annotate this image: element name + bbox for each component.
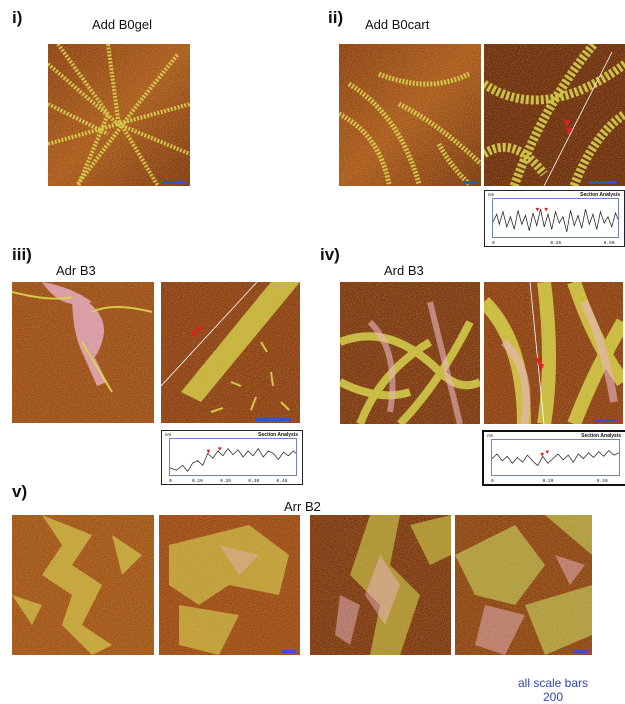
scale-bar: [574, 650, 588, 653]
scale-bar: [463, 181, 477, 184]
scale-bar: [162, 181, 186, 184]
afm-image-iii-zoom: [161, 282, 300, 423]
afm-image-ii-overview: [339, 44, 481, 186]
panel-iv-title: Ard B3: [384, 263, 424, 278]
afm-image-v-2: [159, 515, 300, 655]
section-analysis-iv: nm Section Analysis 0 0.20 0.40: [482, 430, 625, 486]
footnote-line-2: 200: [542, 690, 564, 704]
scale-bar: [282, 650, 296, 653]
section-marker: [564, 120, 570, 128]
panel-i-label: i): [12, 8, 23, 27]
afm-image-iv-zoom: [484, 282, 623, 424]
section-profile: [491, 439, 620, 476]
panel-i-title: Add B0gel: [92, 17, 152, 32]
section-marker: [566, 128, 572, 136]
section-ticks: 0 0.10 0.20 0.30 0.40: [169, 477, 297, 484]
section-marker: [191, 330, 197, 338]
tick-label: 0.40: [596, 479, 608, 484]
panel-ii-title: Add B0cart: [365, 17, 430, 32]
scale-bar: [593, 419, 617, 422]
tick-label: 0.20: [220, 479, 231, 484]
tick-label: 0.10: [192, 479, 203, 484]
footnote-line-1: all scale bars: [517, 676, 589, 690]
section-unit: nm: [165, 432, 172, 437]
afm-image-ii-zoom: [484, 44, 625, 186]
section-analysis-ii: nm Section Analysis 0 0.25 0.50: [484, 190, 625, 247]
tick-label: 0.20: [542, 479, 554, 484]
scale-bar: [589, 181, 617, 184]
tick-label: 0.40: [276, 479, 288, 484]
section-ticks: 0 0.20 0.40: [491, 477, 620, 484]
section-ticks: 0 0.25 0.50: [492, 239, 619, 246]
panel-iii-title: Adr B3: [56, 263, 96, 278]
section-marker: [536, 358, 542, 366]
tick-label: 0.30: [248, 479, 260, 484]
afm-image-i: [48, 44, 190, 186]
section-marker: [197, 326, 203, 334]
section-profile: [492, 198, 619, 238]
tick-label: 0: [169, 479, 172, 484]
panel-iii-label: iii): [12, 245, 32, 264]
afm-image-v-4: [455, 515, 592, 655]
panel-v-label: v): [12, 482, 28, 501]
afm-image-v-1: [12, 515, 154, 655]
section-title: Section Analysis: [580, 192, 620, 198]
tick-label: 0.50: [603, 241, 615, 246]
section-profile: [169, 438, 297, 476]
scale-bar-footnote: all scale bars 200: [508, 676, 598, 704]
afm-image-iii-overview: [12, 282, 154, 423]
afm-image-iv-overview: [340, 282, 480, 424]
section-title: Section Analysis: [581, 433, 621, 439]
section-analysis-iii: nm Section Analysis 0 0.10 0.20 0.30 0.4…: [161, 430, 303, 485]
section-title: Section Analysis: [258, 432, 298, 438]
tick-label: 0.25: [550, 241, 562, 246]
scale-bar: [256, 418, 292, 421]
section-marker: [538, 364, 544, 372]
panel-v-title: Arr B2: [284, 499, 321, 514]
section-unit: nm: [488, 192, 495, 197]
section-unit: nm: [487, 433, 494, 438]
panel-ii-label: ii): [328, 8, 344, 27]
tick-label: 0: [491, 479, 494, 484]
panel-iv-label: iv): [320, 245, 340, 264]
afm-image-v-3: [310, 515, 451, 655]
tick-label: 0: [492, 241, 495, 246]
